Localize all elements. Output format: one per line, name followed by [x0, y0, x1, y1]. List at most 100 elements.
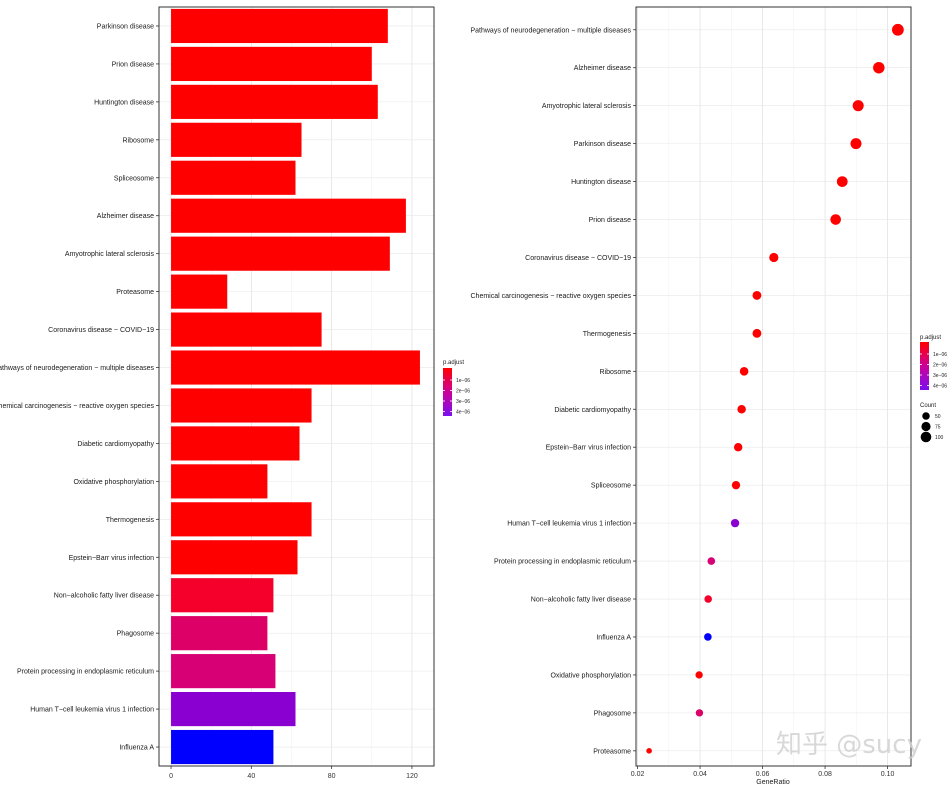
bar-category-label: Ribosome	[122, 137, 154, 144]
bar-category-label: Diabetic cardiomyopathy	[77, 441, 154, 448]
dot-category-label: Protein processing in endoplasmic reticu…	[494, 559, 631, 566]
bar-y-tick-labels: Parkinson disease Prion disease Huntington…	[0, 23, 159, 752]
dot-category-label: Proteasome	[593, 748, 631, 755]
bar-marks	[171, 8, 420, 765]
dot-category-label: Chemical carcinogenesis − reactive oxyge…	[471, 293, 632, 300]
dot-legend-label: 3e−06	[933, 373, 947, 379]
dot	[836, 176, 848, 187]
dot	[731, 480, 741, 490]
bar-category-label: Non−alcoholic fatty liver disease	[54, 593, 154, 600]
dot-category-label: Prion disease	[589, 217, 632, 224]
dot-category-label: Amyotrophic lateral sclerosis	[542, 103, 632, 110]
bar	[171, 426, 300, 461]
dot-legend-colorbar: 1e−06 2e−06 3e−06 4e−06	[920, 342, 947, 390]
bar-legend-label: 2e−06	[456, 388, 470, 394]
bar-x-tick-label: 0	[169, 773, 173, 780]
bar-panel-border	[158, 6, 435, 767]
bar-legend-label: 1e−06	[456, 378, 470, 384]
dot	[769, 252, 779, 263]
dot	[730, 518, 740, 528]
dot	[850, 138, 862, 150]
dot-size-legend-label: 100	[935, 435, 944, 441]
dot	[891, 23, 904, 36]
dot-category-label: Alzheimer disease	[574, 65, 631, 72]
bar-category-label: Protein processing in endoplasmic reticu…	[17, 669, 154, 676]
bar-category-label: Pathways of neurodegeneration − multiple…	[0, 365, 154, 372]
dot-size-legend-label: 50	[935, 414, 941, 420]
dot-category-label: Diabetic cardiomyopathy	[554, 407, 631, 414]
bar	[171, 274, 228, 309]
bar-chart: Parkinson disease Prion disease Huntington…	[0, 6, 470, 780]
dot-legend-label: 2e−06	[933, 362, 947, 368]
bar	[171, 654, 276, 689]
bar-legend-title: p.adjust	[443, 360, 464, 366]
dot	[752, 328, 762, 338]
bar-category-label: Epstein−Barr virus infection	[69, 555, 155, 562]
dot	[852, 100, 864, 112]
bar	[171, 729, 274, 765]
bar-category-label: Amyotrophic lateral sclerosis	[65, 251, 155, 258]
dot-category-label: Thermogenesis	[583, 331, 632, 338]
dot-category-label: Pathways of neurodegeneration − multiple…	[470, 27, 631, 34]
dot-x-ticks: 0.02 0.04 0.06 0.08 0.10	[631, 766, 895, 778]
dot	[733, 443, 743, 452]
bar	[171, 312, 322, 347]
bar-category-label: Alzheimer disease	[97, 213, 154, 220]
dot-x-tick-label: 0.08	[818, 771, 832, 778]
bar	[171, 388, 312, 423]
dot-size-legend-label: 75	[935, 424, 941, 430]
bar-category-label: Coronavirus disease − COVID−19	[48, 327, 154, 334]
dot	[873, 61, 885, 74]
bar-legend-colorbar	[443, 368, 452, 416]
dot-legend-label: 1e−06	[933, 352, 947, 358]
bar	[171, 8, 388, 44]
bar	[171, 578, 274, 613]
dot	[707, 557, 716, 565]
dot-category-label: Epstein−Barr virus infection	[546, 445, 632, 452]
bar-category-label: Oxidative phosphorylation	[73, 479, 154, 486]
dot	[739, 367, 749, 376]
dot-x-axis-title: GeneRatio	[756, 779, 790, 786]
bar-category-label: Parkinson disease	[97, 23, 154, 30]
bar-category-label: Spliceosome	[114, 175, 154, 182]
dot-panel-border	[635, 6, 912, 767]
bar	[171, 198, 406, 233]
dot	[695, 671, 703, 679]
bar-category-label: Influenza A	[119, 745, 154, 752]
dot	[752, 290, 762, 300]
bar-category-label: Thermogenesis	[106, 517, 155, 524]
dot-legend-colorbar	[920, 342, 929, 390]
dot-category-label: Phagosome	[594, 710, 631, 717]
dot-category-label: Parkinson disease	[574, 141, 631, 148]
dot-category-label: Spliceosome	[591, 483, 631, 490]
dot	[830, 214, 841, 225]
dot-size-legend-key	[921, 421, 931, 432]
dot-category-label: Influenza A	[596, 634, 631, 641]
bar-category-label: Chemical carcinogenesis − reactive oxyge…	[0, 403, 154, 410]
bar-category-label: Phagosome	[117, 631, 154, 638]
bar-legend-colorbar: 1e−06 2e−06 3e−06 4e−06	[443, 368, 470, 416]
dot-x-tick-label: 0.06	[756, 771, 770, 778]
dot	[704, 633, 712, 641]
bar-category-label: Huntington disease	[94, 99, 154, 106]
dot-size-legend-key	[922, 412, 930, 420]
dot	[704, 595, 712, 603]
dot	[695, 709, 704, 717]
dot	[737, 405, 746, 414]
dot-x-tick-label: 0.10	[881, 771, 895, 778]
bar-legend-label: 4e−06	[456, 409, 470, 415]
dot-marks	[646, 23, 904, 754]
dot-category-label: Non−alcoholic fatty liver disease	[531, 597, 631, 604]
dot-category-label: Human T−cell leukemia virus 1 infection	[507, 521, 631, 528]
bar	[171, 540, 298, 575]
dot-category-label: Ribosome	[599, 369, 631, 376]
bar-x-tick-label: 80	[328, 773, 336, 780]
bar	[171, 502, 312, 537]
dot	[646, 748, 652, 754]
dot-size-legend-key	[920, 431, 932, 443]
bar-legend-label: 3e−06	[456, 399, 470, 405]
bar	[171, 122, 302, 157]
bar-category-label: Proteasome	[116, 289, 154, 296]
bar	[171, 350, 420, 385]
